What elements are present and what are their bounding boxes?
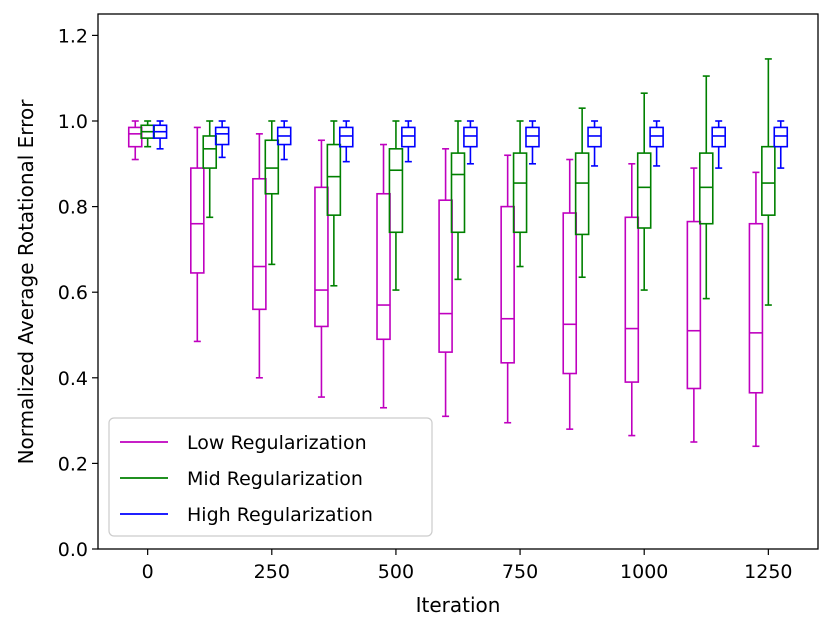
box-low-regularization-250	[252, 133, 267, 379]
y-axis: 0.0 0.2 0.4 0.6 0.8 1.0 1.2	[58, 25, 98, 561]
box-body	[214, 126, 230, 146]
box-low-regularization-125	[190, 126, 205, 343]
box-body	[388, 148, 404, 234]
box-high-regularization-375	[338, 120, 354, 163]
box-high-regularization-1000	[649, 120, 664, 167]
box-mid-regularization-1125	[698, 75, 714, 300]
box-mid-regularization-0	[140, 120, 155, 148]
box-body	[438, 199, 453, 353]
x-tick-label: 250	[254, 561, 290, 583]
box-body	[748, 222, 764, 394]
x-tick-label: 500	[378, 561, 414, 583]
box-body	[686, 220, 702, 390]
y-tick-label: 0.4	[58, 368, 88, 390]
box-body	[525, 126, 540, 148]
box-low-regularization-1000	[624, 163, 640, 437]
box-mid-regularization-375	[326, 120, 342, 287]
box-body	[190, 167, 205, 274]
box-high-regularization-0	[152, 120, 168, 150]
box-body	[500, 205, 515, 364]
box-body	[338, 126, 354, 148]
box-mid-regularization-1000	[636, 92, 652, 291]
legend: Low Regularization Mid Regularization High…	[108, 417, 433, 537]
box-low-regularization-875	[562, 158, 578, 430]
box-body	[649, 126, 664, 148]
box-body	[264, 139, 280, 195]
box-body	[202, 135, 218, 169]
x-axis-label: Iteration	[416, 593, 501, 617]
y-axis-label: Normalized Average Rotational Error	[14, 99, 38, 465]
box-body	[252, 177, 267, 311]
box-high-regularization-1250	[773, 120, 789, 169]
box-high-regularization-1125	[711, 120, 726, 169]
box-body	[326, 143, 342, 216]
box-high-regularization-500	[401, 120, 416, 163]
plot-frame	[97, 13, 819, 550]
box-body	[636, 152, 652, 229]
y-tick-label: 1.0	[58, 111, 88, 133]
y-tick-label: 0.6	[58, 282, 88, 304]
y-tick-label: 0.8	[58, 197, 88, 219]
box-mid-regularization-125	[202, 120, 218, 219]
box-body	[698, 152, 714, 225]
box-low-regularization-0	[127, 120, 143, 161]
box-body	[314, 186, 329, 328]
box-body	[450, 152, 466, 234]
box-low-regularization-500	[376, 143, 391, 409]
box-mid-regularization-875	[574, 107, 590, 279]
box-body	[376, 192, 391, 341]
x-axis: 0 250 500 750 1000 1250	[142, 549, 793, 583]
box-body	[761, 145, 776, 216]
box-body	[773, 126, 789, 148]
legend-box	[108, 417, 433, 537]
box-body	[711, 126, 726, 148]
box-body	[624, 216, 640, 383]
box-marks	[127, 58, 789, 448]
box-low-regularization-375	[314, 139, 329, 398]
box-body	[401, 126, 416, 148]
x-tick-label: 1000	[620, 561, 668, 583]
x-tick-label: 750	[502, 561, 538, 583]
x-tick-label: 1250	[744, 561, 792, 583]
box-body	[512, 152, 528, 234]
box-high-regularization-875	[587, 120, 602, 167]
box-mid-regularization-750	[512, 120, 528, 268]
legend-label: High Regularization	[187, 504, 373, 526]
box-mid-regularization-625	[450, 120, 466, 281]
box-low-regularization-1125	[686, 167, 702, 443]
legend-label: Mid Regularization	[187, 468, 363, 490]
box-body	[127, 126, 143, 148]
y-tick-label: 0.0	[58, 539, 88, 561]
y-tick-label: 1.2	[58, 25, 88, 47]
box-body	[574, 152, 590, 236]
box-body	[463, 126, 478, 148]
box-low-regularization-750	[500, 154, 515, 424]
box-low-regularization-625	[438, 148, 453, 418]
box-body	[562, 212, 578, 375]
box-mid-regularization-1250	[761, 58, 776, 306]
y-tick-label: 0.2	[58, 453, 88, 475]
x-tick-label: 0	[142, 561, 154, 583]
box-high-regularization-750	[525, 120, 540, 165]
box-mid-regularization-500	[388, 120, 404, 291]
box-mid-regularization-250	[264, 120, 280, 266]
box-high-regularization-250	[276, 120, 292, 161]
box-body	[587, 126, 602, 148]
box-high-regularization-625	[463, 120, 478, 165]
box-high-regularization-125	[214, 120, 230, 159]
box-low-regularization-1250	[748, 171, 764, 448]
legend-label: Low Regularization	[187, 432, 367, 454]
